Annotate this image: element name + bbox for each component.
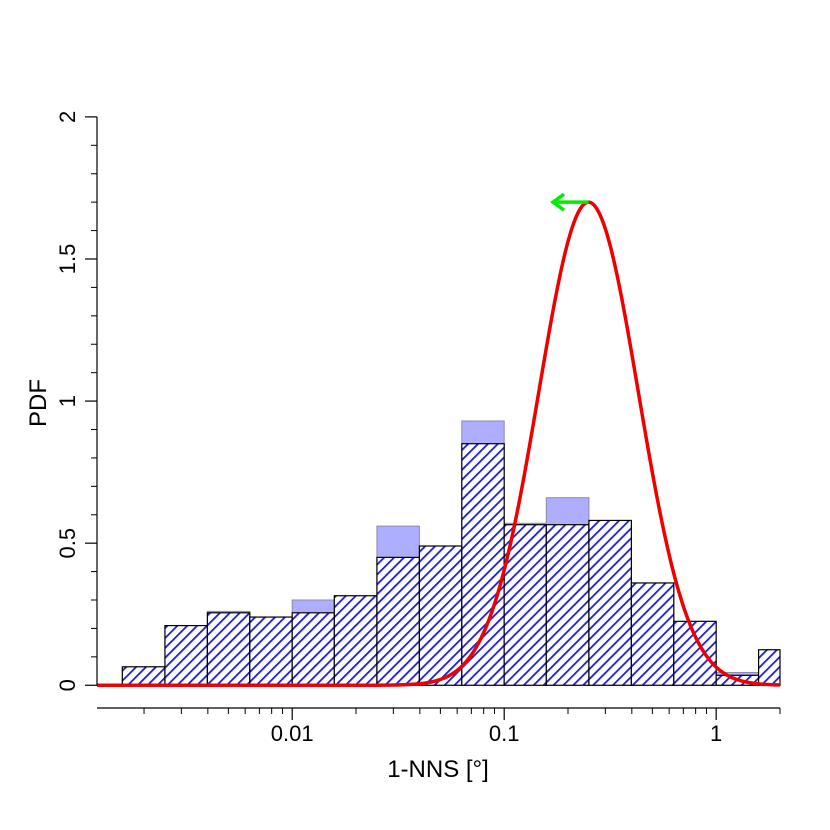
y-tick-label: 0 bbox=[55, 679, 80, 691]
hatched-bar bbox=[249, 616, 293, 686]
hatched-bar bbox=[757, 649, 781, 686]
x-axis-title: 1-NNS [°] bbox=[387, 756, 489, 783]
y-tick-label: 1 bbox=[55, 395, 80, 407]
hatched-bar bbox=[291, 612, 335, 686]
y-tick-label: 1.5 bbox=[55, 244, 80, 275]
x-tick-label: 1 bbox=[710, 721, 722, 746]
arrow-head bbox=[550, 192, 566, 212]
hatched-bar bbox=[418, 545, 463, 686]
fit-curve bbox=[97, 200, 781, 688]
x-tick-label: 0.01 bbox=[271, 721, 314, 746]
hatched-bar bbox=[588, 519, 632, 686]
y-axis-title: PDF bbox=[25, 379, 52, 427]
hatched-bar bbox=[545, 524, 590, 686]
axes: 0 0.5 1 1.5 2 0.01 0.1 1 bbox=[55, 111, 781, 746]
y-tick-label: 0.5 bbox=[55, 528, 80, 559]
hatched-bar bbox=[630, 582, 675, 686]
hatched-bar bbox=[673, 620, 717, 686]
hatched-bar bbox=[121, 666, 166, 686]
hatched-bar bbox=[164, 624, 208, 686]
hatched-histogram bbox=[121, 443, 781, 686]
hatched-bar bbox=[206, 612, 251, 686]
y-tick-label: 2 bbox=[55, 111, 80, 123]
arrow bbox=[550, 192, 589, 212]
hatched-bar bbox=[461, 443, 505, 686]
hatched-bar bbox=[376, 556, 420, 686]
hatched-bar bbox=[333, 595, 378, 686]
x-tick-label: 0.1 bbox=[489, 721, 520, 746]
